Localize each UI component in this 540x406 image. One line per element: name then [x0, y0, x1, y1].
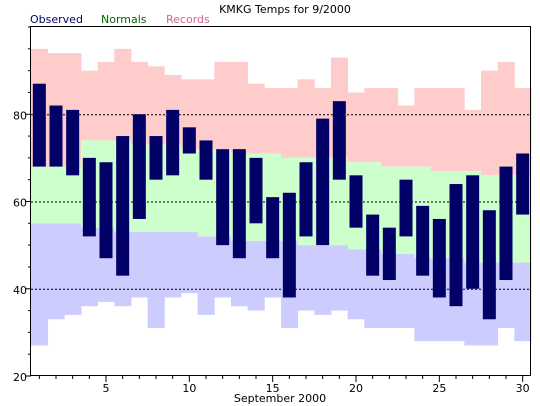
record-high-band: [247, 83, 265, 154]
observed-bar: [482, 210, 496, 320]
record-low-band: [314, 245, 332, 315]
record-high-band: [81, 70, 99, 141]
record-low-band: [397, 253, 415, 329]
y-tick-label: 80: [13, 109, 27, 122]
record-low-band: [247, 240, 265, 311]
x-tick-label: 10: [182, 382, 196, 395]
observed-bar: [182, 127, 196, 154]
record-high-band: [481, 70, 499, 176]
record-low-band: [47, 223, 65, 320]
axis-labels: 5 10 15 20 25 30 20 40 60 80: [13, 109, 530, 395]
record-high-band: [431, 88, 449, 171]
record-low-band: [147, 232, 165, 329]
observed-bar: [516, 153, 530, 215]
record-high-band: [464, 109, 482, 171]
record-low-band: [181, 232, 199, 294]
observed-bar: [82, 157, 96, 237]
normal-band: [47, 166, 65, 224]
y-tick-label: 40: [13, 284, 27, 297]
observed-bar: [199, 140, 213, 180]
observed-bar: [49, 105, 63, 167]
record-high-band: [214, 61, 232, 150]
x-tick-label: 25: [432, 382, 446, 395]
observed-bar: [132, 114, 146, 219]
record-high-band: [347, 92, 365, 163]
observed-bar: [449, 184, 463, 307]
record-high-band: [147, 66, 165, 145]
observed-bar: [166, 109, 180, 176]
legend-observed: Observed: [30, 13, 83, 26]
record-low-band: [414, 258, 432, 342]
x-tick-label: 15: [266, 382, 280, 395]
record-high-band: [297, 79, 315, 158]
normal-band: [64, 166, 82, 224]
legend-normals: Normals: [101, 13, 147, 26]
observed-bar: [432, 218, 446, 298]
record-low-band: [331, 245, 349, 311]
record-low-band: [31, 223, 49, 346]
x-tick-label: 30: [516, 382, 530, 395]
legend-records: Records: [166, 13, 210, 26]
record-high-band: [231, 61, 249, 154]
observed-bar: [316, 118, 330, 246]
observed-bar: [366, 214, 380, 276]
gridlines: [31, 114, 531, 290]
observed-bar: [216, 149, 230, 246]
record-low-band: [131, 232, 149, 298]
observed-bar: [416, 205, 430, 276]
observed-bar: [116, 136, 130, 276]
record-high-band: [364, 88, 382, 163]
record-high-band: [397, 105, 415, 167]
observed-bar: [399, 179, 413, 237]
record-high-band: [97, 61, 115, 141]
observed-bar: [299, 162, 313, 237]
observed-bar: [99, 162, 113, 259]
record-low-band: [64, 223, 82, 315]
observed-bar: [466, 175, 480, 289]
observed-bar: [249, 157, 263, 224]
record-low-band: [347, 249, 365, 320]
y-tick-label: 60: [13, 197, 27, 210]
observed-bar: [32, 83, 46, 167]
observed-bar: [282, 192, 296, 298]
observed-bars: [32, 83, 530, 320]
record-low-band: [514, 262, 532, 342]
observed-bar: [266, 197, 280, 259]
observed-bar: [149, 136, 163, 180]
record-high-band: [281, 88, 299, 158]
y-tick-label: 20: [13, 371, 27, 384]
record-high-band: [447, 88, 465, 171]
record-low-band: [214, 236, 232, 298]
record-low-band: [81, 227, 99, 307]
x-axis-title: September 2000: [234, 392, 326, 405]
chart-title: KMKG Temps for 9/2000: [219, 3, 351, 16]
observed-bar: [382, 227, 396, 281]
record-high-band: [414, 88, 432, 167]
observed-bar: [232, 149, 246, 259]
x-tick-label: 5: [103, 382, 110, 395]
record-high-band: [381, 88, 399, 167]
normal-band: [31, 166, 49, 224]
axis-ticks: [25, 26, 524, 382]
observed-bar: [332, 101, 346, 180]
observed-bar: [349, 175, 363, 228]
normal-band: [181, 149, 199, 233]
record-high-band: [264, 88, 282, 154]
observed-bar: [499, 166, 513, 281]
record-high-band: [114, 48, 132, 141]
observed-bar: [66, 109, 80, 176]
record-low-band: [197, 236, 215, 315]
record-low-band: [297, 245, 315, 311]
record-high-band: [497, 61, 515, 176]
record-high-band: [197, 79, 215, 150]
x-tick-label: 20: [349, 382, 363, 395]
record-low-band: [164, 232, 182, 298]
